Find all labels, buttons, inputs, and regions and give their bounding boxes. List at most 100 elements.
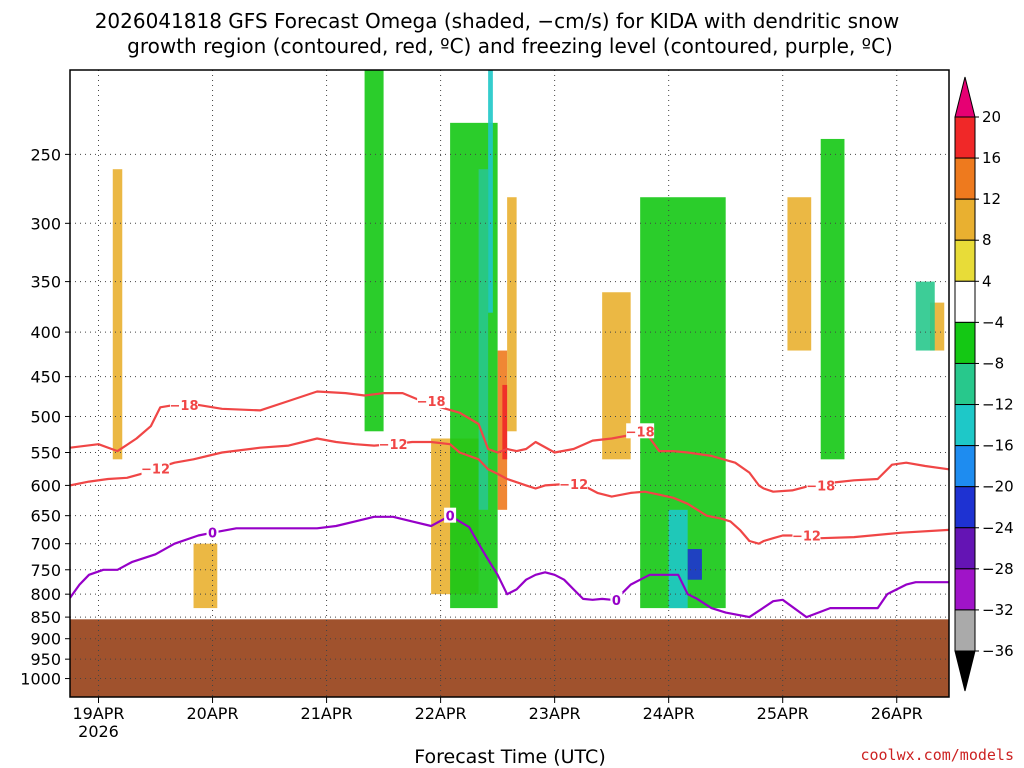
temperature-contours: −18 −18 −18 −18 −12 −12 −12 −12 0 0 0 — [70, 390, 949, 619]
colorbar-segment-2 — [954, 198, 976, 241]
plot-frame — [69, 69, 950, 698]
x-tick-label-19APR: 19APR — [72, 704, 124, 723]
contour-label-bg-0-0 — [170, 396, 199, 412]
colorbar-label-13: −36 — [982, 642, 1014, 660]
y-tick-label-750: 750 — [30, 561, 61, 580]
colorbar-segment-9 — [954, 486, 976, 529]
colorbar-label-0: 20 — [982, 108, 1001, 126]
y-tick-label-1000: 1000 — [20, 670, 61, 689]
x-tick-label-26APR: 26APR — [871, 704, 923, 723]
contour-label-bg-1-2 — [559, 476, 588, 492]
y-tick-label-700: 700 — [30, 535, 61, 554]
y-tick-label-650: 650 — [30, 507, 61, 526]
contour-label-bg-1-1 — [379, 436, 408, 452]
omega-region-5 — [502, 384, 508, 460]
contour-label-bg-2-1 — [444, 507, 457, 523]
y-tick-label-850: 850 — [30, 608, 61, 627]
omega-region-16 — [820, 138, 845, 460]
contour-label-bg-0-1 — [417, 393, 446, 409]
colorbar-top-triangle — [954, 76, 976, 118]
omega-region-0 — [112, 169, 123, 460]
omega-region-15 — [687, 549, 702, 580]
y-tick-label-450: 450 — [30, 368, 61, 387]
colorbar-segment-0 — [954, 116, 976, 159]
colorbar-segment-10 — [954, 527, 976, 570]
contour-label-bg-0-3 — [806, 477, 835, 493]
omega-region-17 — [915, 281, 935, 351]
x-tick-label-25APR: 25APR — [757, 704, 809, 723]
contour-label-0-0: −18 — [170, 399, 199, 414]
x-tick-label-23APR: 23APR — [529, 704, 581, 723]
contour-label-1-3: −12 — [792, 529, 821, 544]
y-tick-label-600: 600 — [30, 476, 61, 495]
contour-label-bg-1-0 — [141, 460, 170, 476]
contour-label-2-2: 0 — [612, 594, 621, 609]
y-tick-label-950: 950 — [30, 650, 61, 669]
contour-label-2-1: 0 — [446, 510, 455, 525]
y-tick-label-800: 800 — [30, 585, 61, 604]
y-tick-label-350: 350 — [30, 273, 61, 292]
omega-region-6 — [602, 292, 631, 460]
colorbar-label-11: −28 — [982, 560, 1014, 578]
omega-region-11 — [478, 169, 489, 510]
omega-shading — [112, 70, 945, 609]
colorbar-label-6: −8 — [982, 354, 1004, 372]
colorbar-label-12: −32 — [982, 601, 1014, 619]
x-tick-label-24APR: 24APR — [643, 704, 695, 723]
colorbar-label-8: −16 — [982, 437, 1014, 455]
y-tick-label-550: 550 — [30, 444, 61, 463]
contour-line-1 — [70, 437, 949, 545]
colorbar-label-5: −4 — [982, 313, 1004, 331]
contour-label-1-0: −12 — [141, 463, 170, 478]
y-tick-label-900: 900 — [30, 630, 61, 649]
colorbar-label-4: 4 — [982, 272, 992, 290]
contour-label-0-2: −18 — [626, 425, 655, 440]
colorbar-bottom-triangle — [954, 650, 976, 692]
colorbar: 20 16 12 8 4 −4 −8 −12 −16 −20 −24 −28 −32 −36 — [954, 76, 1014, 692]
contour-line-2 — [70, 514, 949, 619]
x-tick-label-21APR: 21APR — [301, 704, 353, 723]
omega-region-14 — [668, 509, 688, 609]
colorbar-label-2: 12 — [982, 190, 1001, 208]
colorbar-label-10: −24 — [982, 519, 1014, 537]
x-tick-sublabel-year: 2026 — [78, 722, 119, 741]
colorbar-segment-1 — [954, 157, 976, 200]
colorbar-segment-8 — [954, 445, 976, 488]
contour-label-bg-2-0 — [206, 524, 219, 540]
y-tick-label-400: 400 — [30, 323, 61, 342]
terrain-fill — [70, 619, 949, 697]
omega-region-9 — [364, 70, 384, 432]
terrain-layer — [70, 619, 949, 697]
contour-label-0-3: −18 — [806, 479, 835, 494]
contour-label-1-1: −12 — [379, 438, 408, 453]
contour-label-1-2: −12 — [559, 478, 588, 493]
colorbar-segment-7 — [954, 404, 976, 447]
contour-label-bg-1-3 — [792, 527, 821, 543]
colorbar-segment-4 — [954, 280, 976, 323]
x-axis-label: Forecast Time (UTC) — [414, 746, 605, 768]
contour-line-0 — [70, 390, 949, 493]
x-tick-label-22APR: 22APR — [415, 704, 467, 723]
colorbar-label-9: −20 — [982, 478, 1014, 496]
omega-region-7 — [787, 197, 812, 351]
x-tick-label-20APR: 20APR — [187, 704, 239, 723]
y-axis: 250 300 350 400 450 500 550 600 650 700 750 800 850 9… — [20, 145, 70, 689]
y-tick-label-300: 300 — [30, 214, 61, 233]
colorbar-segment-11 — [954, 568, 976, 611]
omega-region-3 — [507, 197, 517, 432]
contour-label-2-0: 0 — [208, 527, 217, 542]
chart-title-line2: growth region (contoured, red, ºC) and f… — [127, 34, 893, 58]
chart-title-line1: 2026041818 GFS Forecast Omega (shaded, −… — [95, 9, 900, 33]
omega-region-1 — [193, 543, 218, 609]
colorbar-label-1: 16 — [982, 149, 1001, 167]
colorbar-label-3: 8 — [982, 231, 992, 249]
credit-text[interactable]: coolwx.com/models — [860, 746, 1014, 764]
colorbar-segment-12 — [954, 609, 976, 652]
contour-label-bg-2-2 — [610, 591, 623, 607]
y-tick-label-250: 250 — [30, 145, 61, 164]
omega-region-12 — [488, 70, 493, 313]
colorbar-segment-3 — [954, 239, 976, 282]
colorbar-segment-6 — [954, 362, 976, 406]
